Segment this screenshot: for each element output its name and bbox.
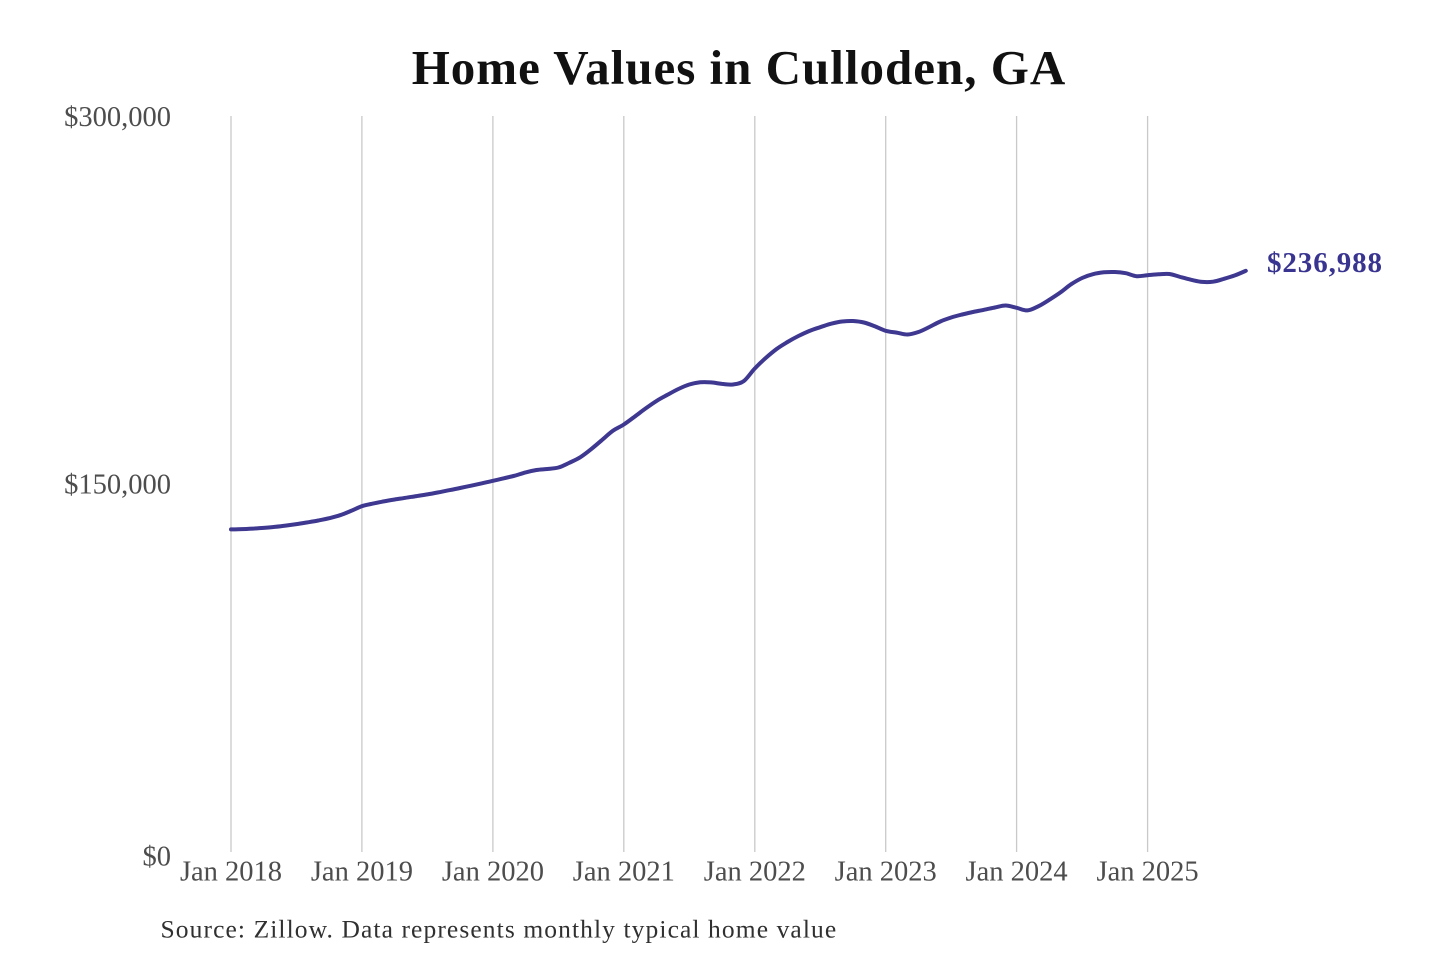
svg-text:Jan 2020: Jan 2020	[442, 857, 544, 888]
svg-text:$0: $0	[143, 842, 172, 873]
svg-text:Jan 2025: Jan 2025	[1097, 857, 1199, 888]
svg-text:$236,988: $236,988	[1267, 247, 1383, 279]
svg-text:$300,000: $300,000	[64, 102, 171, 133]
svg-text:Jan 2024: Jan 2024	[966, 857, 1068, 888]
svg-text:Jan 2018: Jan 2018	[180, 857, 282, 888]
svg-text:Source: Zillow. Data represent: Source: Zillow. Data represents monthly …	[161, 915, 838, 944]
svg-text:$150,000: $150,000	[64, 470, 171, 501]
svg-text:Jan 2021: Jan 2021	[573, 857, 675, 888]
svg-text:Jan 2023: Jan 2023	[835, 857, 937, 888]
svg-text:Jan 2019: Jan 2019	[311, 857, 413, 888]
svg-text:Home Values in Culloden, GA: Home Values in Culloden, GA	[412, 40, 1067, 95]
svg-text:Jan 2022: Jan 2022	[704, 857, 806, 888]
